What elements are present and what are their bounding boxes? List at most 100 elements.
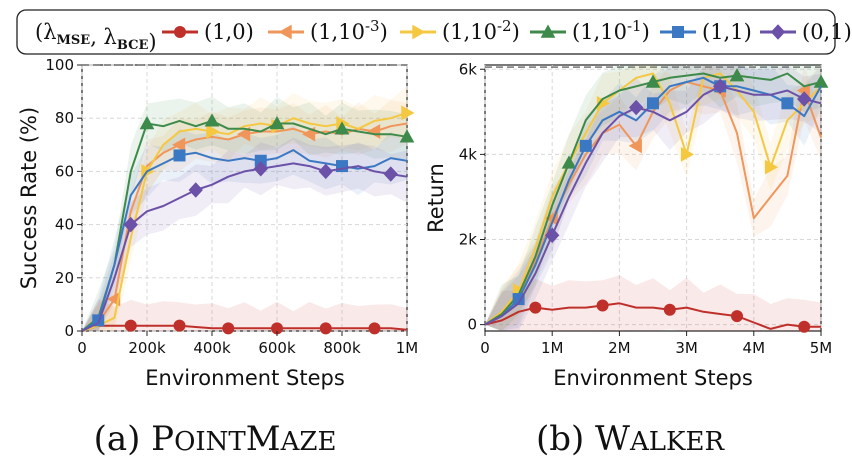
data-point	[319, 322, 332, 335]
data-point	[269, 115, 285, 130]
data-point	[188, 182, 203, 198]
data-point	[334, 121, 350, 135]
y-tick-label: 80	[55, 109, 74, 127]
data-point	[383, 166, 398, 182]
legend-label: (1,10-2)	[442, 17, 520, 44]
x-tick-label: 1M	[396, 339, 419, 357]
series-line	[81, 162, 408, 332]
data-point	[301, 126, 316, 142]
data-point	[318, 163, 333, 180]
ticks-b: 0 1M 2M 3M 4M 5M 0 2k 4k 6k	[459, 60, 832, 357]
data-point	[798, 320, 811, 333]
data-point	[236, 126, 251, 142]
data-point	[731, 310, 743, 323]
y-axis-label-a: Success Rate (%)	[17, 107, 41, 289]
series-band	[82, 100, 407, 331]
y-tick-label: 60	[55, 162, 74, 180]
legend-label: (1,0)	[204, 20, 254, 44]
x-axis-label-b: Environment Steps	[553, 366, 753, 390]
y-tick-label: 0	[467, 316, 477, 334]
data-point	[368, 322, 381, 335]
x-tick-label: 800k	[323, 339, 361, 357]
series-line	[81, 111, 408, 332]
data-point	[645, 74, 661, 88]
square-marker-icon	[672, 26, 684, 38]
data-point	[628, 138, 642, 154]
data-point	[173, 149, 186, 162]
data-point	[797, 91, 812, 107]
lines-a	[81, 105, 415, 335]
legend: (λMSE, λBCE) (1,0) (1,10-3) (1,10-2) (1,10-…	[16, 9, 852, 55]
x-tick-label: 0	[480, 339, 490, 357]
legend-label: (1,1)	[702, 20, 752, 44]
diamond-marker-icon	[770, 24, 786, 40]
series-band	[82, 86, 407, 332]
data-point	[512, 293, 525, 306]
data-point	[647, 97, 659, 110]
y-tick-label: 4k	[459, 145, 478, 163]
circle-marker-icon	[174, 26, 186, 38]
y-tick-label: 100	[45, 56, 74, 74]
data-point	[629, 99, 644, 116]
data-point	[579, 139, 592, 152]
y-tick-label: 2k	[459, 230, 478, 248]
legend-entry: (1,10-3)	[268, 17, 388, 44]
grid-b	[484, 65, 822, 331]
data-point	[253, 161, 268, 177]
data-point	[123, 216, 138, 233]
data-point	[764, 159, 779, 175]
data-point	[173, 319, 186, 332]
series-line	[81, 119, 408, 332]
data-point	[204, 113, 220, 127]
lines-b	[484, 68, 829, 333]
legend-entry: (1,10-1)	[530, 17, 650, 44]
legend-label: (1,10-1)	[572, 17, 650, 44]
legend-entry: (1,0)	[162, 20, 254, 44]
y-tick-label: 0	[64, 322, 74, 340]
data-point	[529, 301, 542, 314]
x-tick-label: 4M	[743, 339, 766, 357]
triangle-left-marker-icon	[278, 24, 292, 40]
data-point	[596, 299, 609, 312]
triangle-right-marker-icon	[412, 24, 426, 40]
triangle-up-marker-icon	[540, 24, 556, 38]
y-axis-label-b: Return	[424, 163, 448, 233]
caption-a: (a) POINTMAZE	[94, 419, 337, 459]
data-point	[545, 227, 560, 243]
data-point	[680, 147, 695, 162]
y-tick-label: 40	[55, 216, 74, 234]
series-band	[82, 137, 407, 331]
x-tick-label: 3M	[675, 339, 698, 357]
data-point	[781, 97, 794, 110]
data-point	[336, 160, 348, 173]
x-tick-label: 0	[77, 339, 87, 357]
series-line	[484, 72, 822, 326]
x-tick-label: 5M	[810, 339, 833, 357]
legend-entry: (1,1)	[660, 20, 752, 44]
data-point	[663, 303, 676, 316]
data-point	[713, 78, 728, 95]
legend-label: (0,1)	[802, 20, 852, 44]
legend-entry: (1,10-2)	[400, 17, 520, 44]
panel-walker: 0 1M 2M 3M 4M 5M 0 2k 4k 6k Return Environment St…	[424, 60, 832, 459]
legend-label: (1,10-3)	[310, 17, 388, 44]
x-tick-label: 600k	[258, 339, 296, 357]
caption-b: (b) WALKER	[536, 419, 726, 459]
legend-entry: (0,1)	[760, 20, 852, 44]
x-axis-label-a: Environment Steps	[145, 366, 345, 390]
x-tick-label: 1M	[541, 339, 564, 357]
x-tick-label: 2M	[608, 339, 631, 357]
data-point	[206, 124, 220, 139]
x-tick-label: 200k	[128, 339, 166, 357]
series-line	[484, 85, 822, 326]
data-point	[596, 95, 611, 111]
data-point	[399, 129, 415, 143]
ticks-a: 0 200k 400k 600k 800k 1M 0 20 40 60 80 100	[45, 56, 418, 357]
data-point	[729, 68, 745, 82]
x-tick-label: 400k	[193, 339, 231, 357]
data-point	[171, 137, 186, 153]
data-point	[139, 115, 155, 130]
y-tick-label: 6k	[459, 60, 478, 78]
plot-area-b	[484, 64, 822, 332]
